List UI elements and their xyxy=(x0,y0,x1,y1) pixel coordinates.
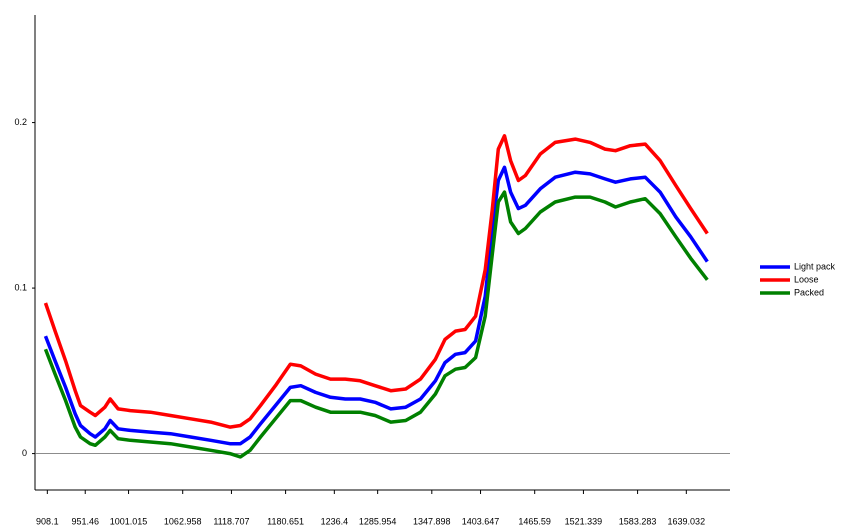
y-tick-label: 0 xyxy=(22,448,27,458)
x-tick-label: 1285.954 xyxy=(359,516,397,526)
x-tick-label: 951.46 xyxy=(71,516,99,526)
x-tick-label: 1236.4 xyxy=(321,516,349,526)
x-tick-label: 1118.707 xyxy=(213,516,249,526)
x-tick-label: 1180.651 xyxy=(267,516,304,526)
y-tick-label: 0.1 xyxy=(14,282,27,292)
x-tick-label: 1062.958 xyxy=(164,516,202,526)
spectrum-line xyxy=(43,134,709,429)
y-tick-label: 0.2 xyxy=(14,117,27,127)
x-tick-label: 1583.283 xyxy=(619,516,657,526)
x-tick-label: 908.1 xyxy=(36,516,59,526)
legend-label: Light pack xyxy=(794,261,836,271)
x-tick-label: 1639.032 xyxy=(668,516,706,526)
x-tick-label: 1465.59 xyxy=(518,516,551,526)
x-tick-label: 1347.898 xyxy=(413,516,451,526)
x-tick-label: 1403.647 xyxy=(462,516,500,526)
x-tick-label: 1521.339 xyxy=(565,516,603,526)
legend-label: Packed xyxy=(794,287,824,297)
legend-label: Loose xyxy=(794,274,819,284)
spectrum-line xyxy=(43,190,709,459)
x-tick-label: 1001.015 xyxy=(110,516,148,526)
spectrum-line xyxy=(43,165,709,446)
